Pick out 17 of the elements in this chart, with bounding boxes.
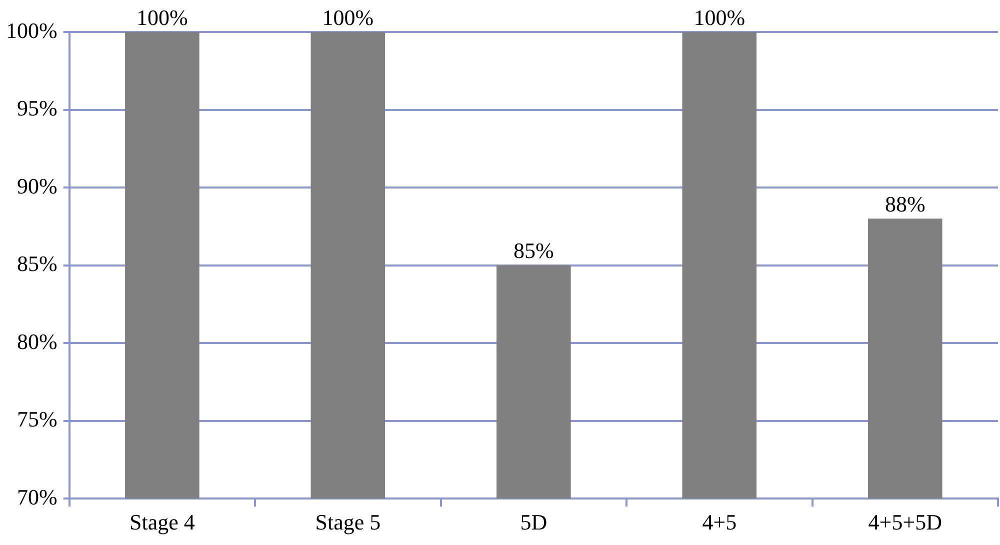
x-tick-label: 4+5 (702, 510, 737, 535)
data-label: 100% (136, 4, 188, 30)
y-tick-label: 70% (17, 484, 58, 510)
y-tick-label: 75% (17, 406, 58, 432)
x-tick-label: Stage 4 (130, 510, 195, 535)
data-label: 100% (694, 4, 746, 30)
x-tick-label: Stage 5 (315, 510, 381, 535)
y-tick-label: 80% (17, 328, 58, 354)
x-tick-label: 4+5+5D (868, 510, 942, 535)
y-tick-label: 95% (17, 96, 58, 121)
data-label: 88% (884, 191, 926, 216)
data-label: 85% (514, 238, 554, 264)
y-tick-label: 100% (6, 18, 58, 43)
y-tick-label: 90% (17, 173, 58, 198)
data-label: 100% (322, 4, 374, 30)
y-tick-label: 85% (17, 251, 58, 276)
x-tick-label: 5D (520, 510, 548, 535)
